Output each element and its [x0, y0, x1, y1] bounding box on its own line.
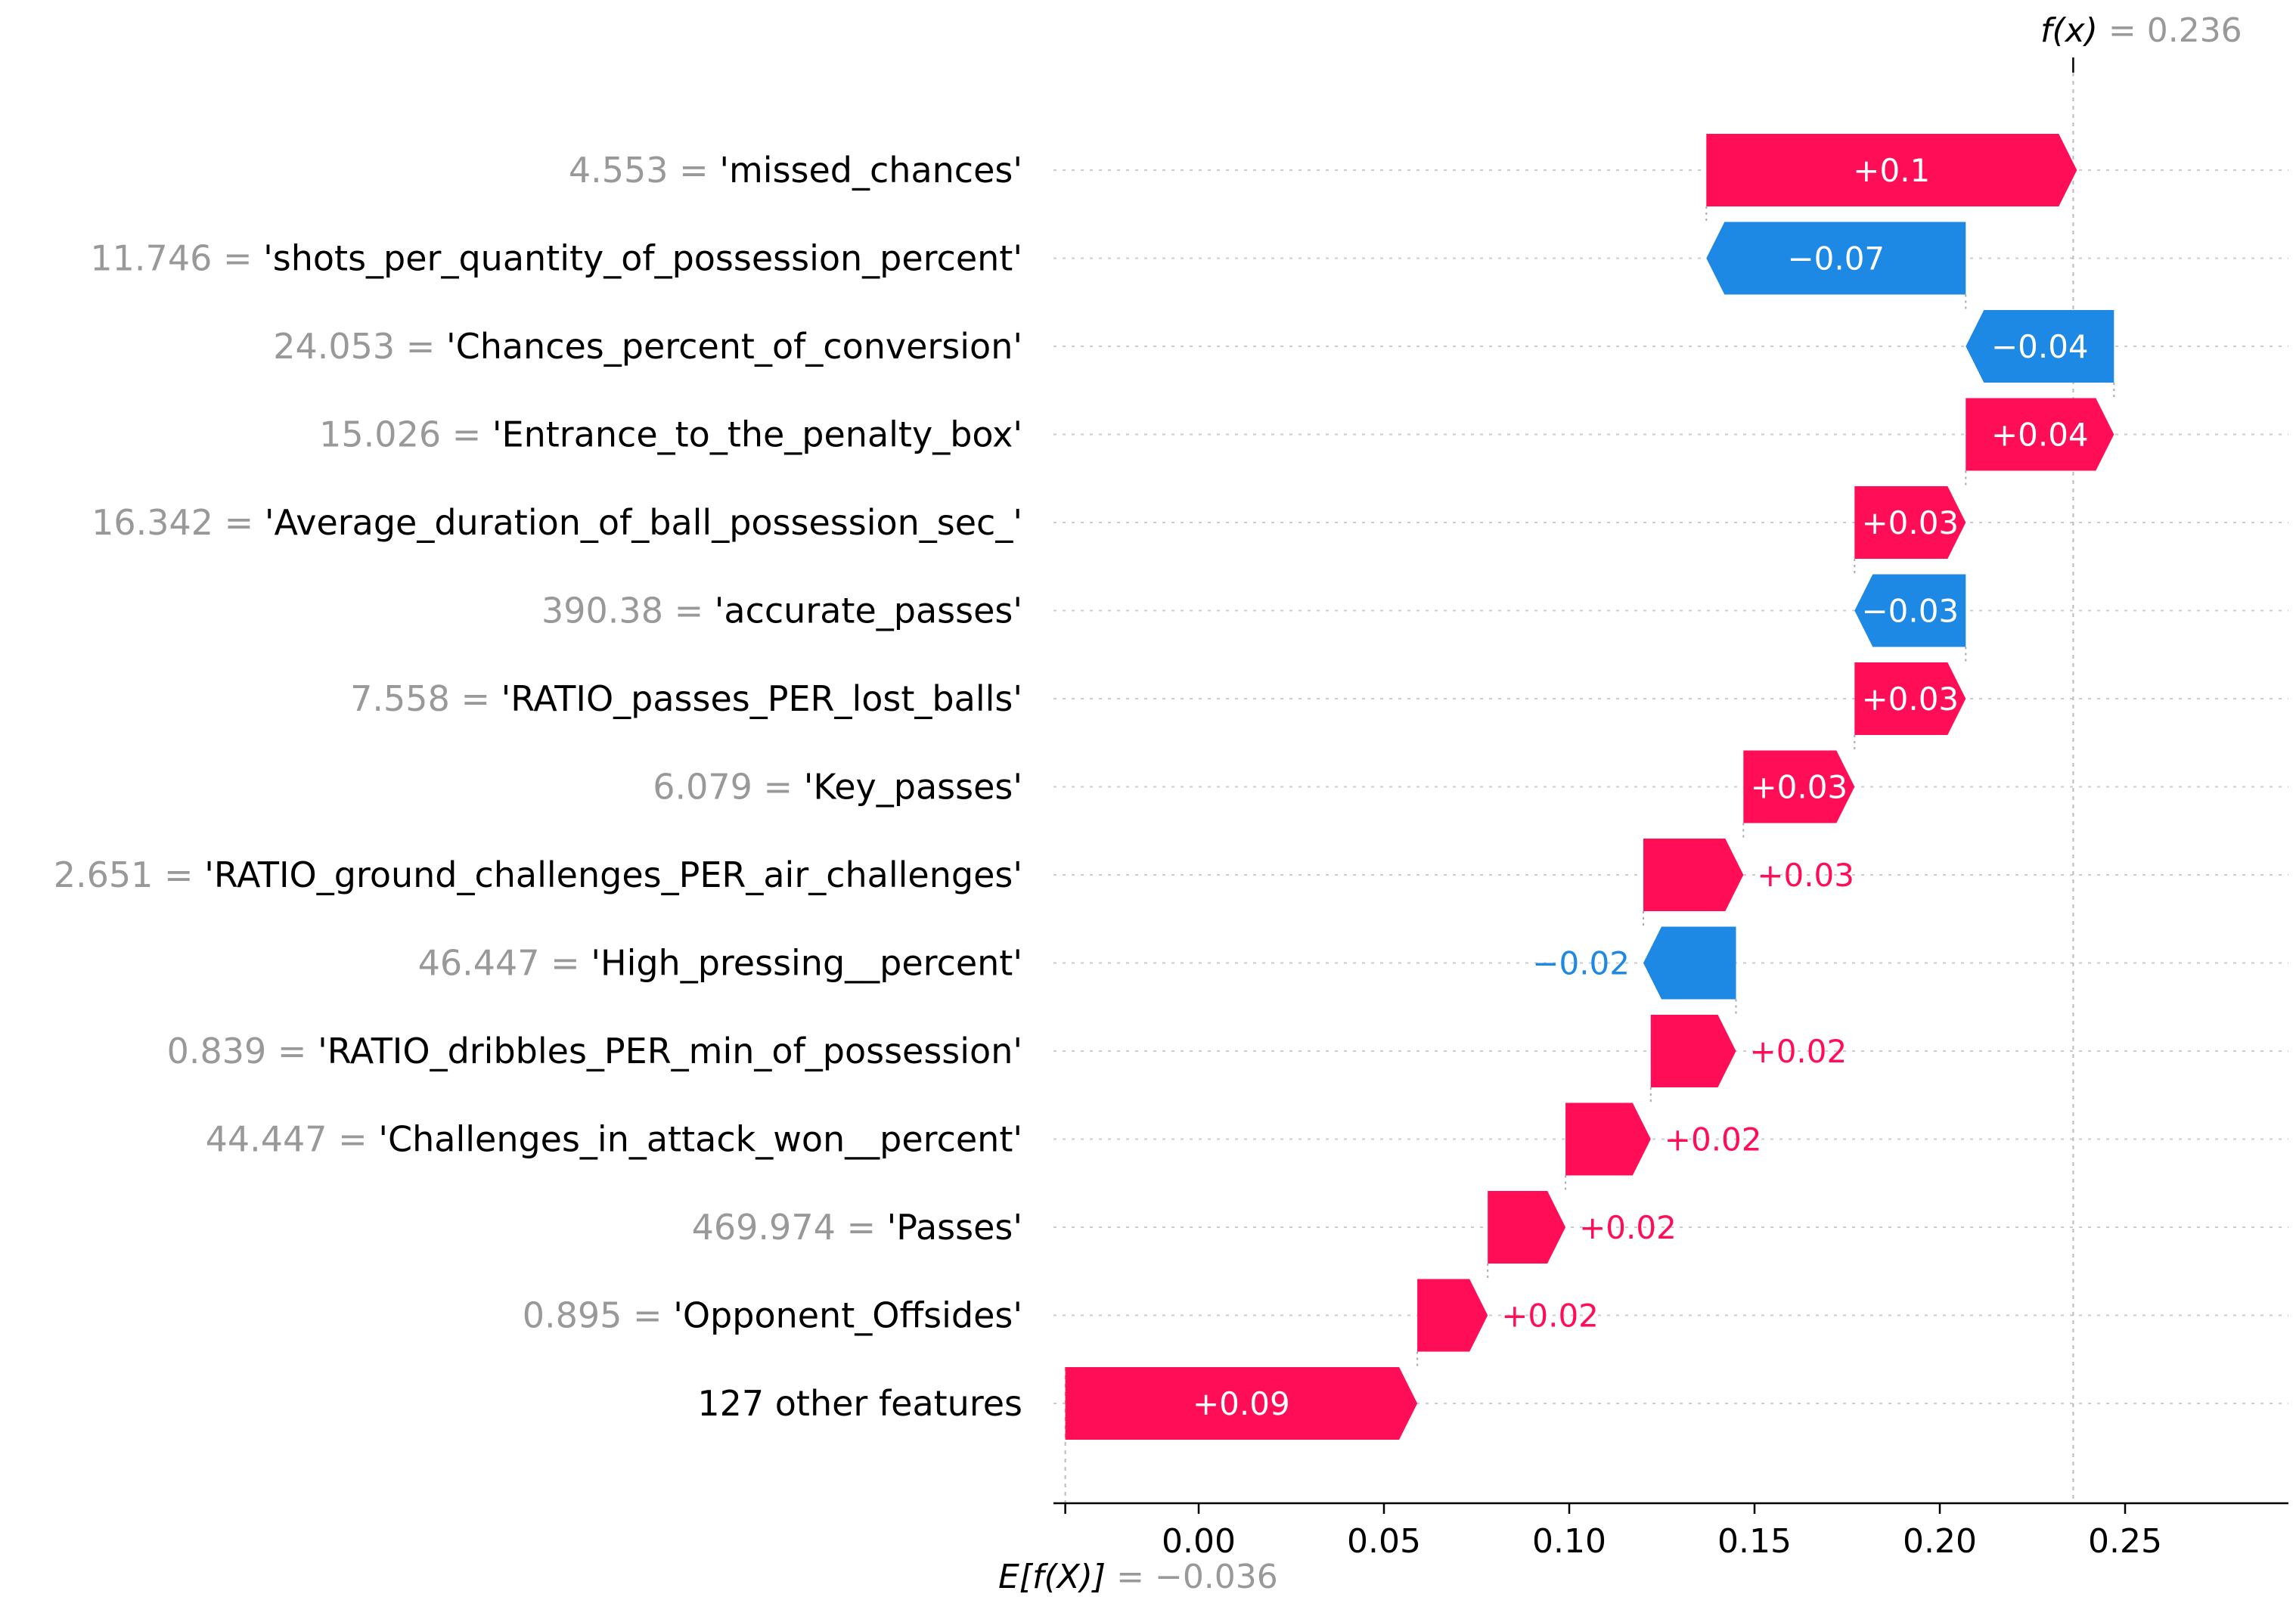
negative-bar — [1854, 574, 1966, 647]
feature-label: 0.839 = 'RATIO_dribbles_PER_min_of_posse… — [167, 1031, 1022, 1071]
feature-label: 2.651 = 'RATIO_ground_challenges_PER_air… — [54, 854, 1022, 895]
x-tick-label: 0.20 — [1903, 1522, 1977, 1561]
positive-bar — [1706, 134, 2077, 206]
positive-bar — [1854, 662, 1966, 735]
feature-label: 44.447 = 'Challenges_in_attack_won__perc… — [206, 1119, 1022, 1160]
bar-value-label: −0.03 — [1861, 593, 1959, 630]
feature-value: 7.558 = — [350, 678, 501, 719]
feature-label: 24.053 = 'Chances_percent_of_conversion' — [273, 326, 1022, 367]
feature-name: 'Key_passes' — [804, 767, 1022, 808]
feature-value: 15.026 = — [319, 414, 492, 455]
feature-name: 'Entrance_to_the_penalty_box' — [492, 414, 1022, 455]
feature-label: 127 other features — [697, 1383, 1022, 1424]
bar-value-label: −0.02 — [1532, 945, 1630, 982]
positive-bar — [1488, 1191, 1566, 1264]
positive-bar — [1966, 398, 2114, 471]
positive-bar — [1417, 1279, 1488, 1352]
negative-bar — [1706, 222, 1966, 295]
base-value-text: = −0.036 — [1116, 1558, 1278, 1596]
annotations: E[f(X)] = −0.036 f(x) = 0.236 — [998, 11, 2242, 1596]
feature-label: 4.553 = 'missed_chances' — [569, 150, 1022, 191]
feature-value: 2.651 = — [54, 854, 204, 895]
bar-value-label: +0.03 — [1861, 681, 1959, 718]
x-tick-label: 0.25 — [2088, 1522, 2162, 1561]
feature-value: 469.974 = — [692, 1207, 887, 1248]
feature-value: 24.053 = — [273, 326, 446, 367]
x-axis: 0.00 0.05 0.10 0.15 0.20 0.25 — [1053, 1502, 2288, 1561]
base-value-symbol: E[f(X)] — [998, 1558, 1116, 1596]
feature-value: 46.447 = — [418, 943, 591, 984]
feature-value: 0.839 = — [167, 1031, 318, 1071]
feature-label: 0.895 = 'Opponent_Offsides' — [523, 1295, 1022, 1336]
bar-value-label: −0.04 — [1991, 328, 2089, 365]
x-tick-label: 0.15 — [1717, 1522, 1792, 1561]
bar-value-label: +0.02 — [1665, 1121, 1762, 1158]
feature-name: 'Average_duration_of_ball_possession_sec… — [265, 502, 1022, 543]
feature-value: 390.38 = — [541, 591, 715, 631]
bars: +0.1 −0.07 −0.04 +0.04 +0.03 −0.03 +0.03 +0.03 +… — [1065, 134, 2114, 1440]
feature-label: 15.026 = 'Entrance_to_the_penalty_box' — [319, 414, 1022, 455]
feature-name: 'Chances_percent_of_conversion' — [446, 326, 1022, 367]
positive-bar — [1854, 486, 1966, 559]
feature-name: 'High_pressing__percent' — [591, 943, 1022, 984]
x-tick-label: 0.10 — [1532, 1522, 1606, 1561]
bar-value-label: +0.03 — [1757, 857, 1854, 894]
feature-label: 11.746 = 'shots_per_quantity_of_possessi… — [90, 238, 1022, 279]
x-tick-label: 0.05 — [1347, 1522, 1421, 1561]
feature-name: 'Challenges_in_attack_won__percent' — [378, 1119, 1022, 1160]
feature-label: 16.342 = 'Average_duration_of_ball_posse… — [92, 502, 1022, 543]
feature-value: 6.079 = — [653, 767, 803, 808]
positive-bar — [1650, 1015, 1736, 1087]
output-value-annotation: f(x) = 0.236 — [2040, 11, 2242, 50]
feature-value: 4.553 = — [569, 150, 719, 191]
base-value-annotation: E[f(X)] = −0.036 — [998, 1558, 1278, 1596]
negative-bar — [1966, 310, 2114, 383]
bar-value-label: +0.09 — [1193, 1385, 1290, 1422]
bar-value-label: +0.03 — [1750, 769, 1848, 806]
feature-value: 16.342 = — [92, 502, 265, 543]
bar-value-label: +0.04 — [1991, 417, 2089, 454]
positive-bar — [1065, 1367, 1418, 1440]
positive-bar — [1743, 750, 1855, 823]
feature-name: 'shots_per_quantity_of_possession_percen… — [263, 238, 1022, 279]
feature-value: 44.447 = — [206, 1119, 379, 1160]
x-tick-label: 0.00 — [1162, 1522, 1236, 1561]
feature-name: 'Passes' — [887, 1207, 1022, 1248]
feature-label: 469.974 = 'Passes' — [692, 1207, 1022, 1248]
feature-value: 11.746 = — [90, 238, 263, 279]
positive-bar — [1643, 839, 1744, 911]
feature-name: 'missed_chances' — [719, 150, 1022, 191]
feature-label: 390.38 = 'accurate_passes' — [541, 591, 1022, 631]
bar-value-label: +0.02 — [1750, 1033, 1848, 1070]
positive-bar — [1565, 1102, 1651, 1176]
feature-name: 'RATIO_dribbles_PER_min_of_possession' — [318, 1031, 1022, 1071]
output-value-symbol: f(x) — [2040, 11, 2108, 50]
feature-name: 'RATIO_passes_PER_lost_balls' — [501, 678, 1022, 719]
feature-name: 'accurate_passes' — [715, 591, 1022, 631]
output-value-text: = 0.236 — [2108, 11, 2242, 50]
bar-value-label: +0.1 — [1853, 152, 1930, 189]
feature-labels: 4.553 = 'missed_chances' 11.746 = 'shots_… — [54, 150, 1022, 1424]
feature-name: 127 other features — [697, 1383, 1022, 1424]
bar-value-label: −0.07 — [1787, 240, 1885, 278]
bar-value-label: +0.02 — [1579, 1209, 1677, 1246]
feature-value: 0.895 = — [523, 1295, 673, 1336]
feature-name: 'RATIO_ground_challenges_PER_air_challen… — [204, 854, 1022, 895]
negative-bar — [1643, 926, 1736, 1000]
feature-label: 7.558 = 'RATIO_passes_PER_lost_balls' — [350, 678, 1022, 719]
feature-label: 46.447 = 'High_pressing__percent' — [418, 943, 1022, 984]
feature-name: 'Opponent_Offsides' — [673, 1295, 1022, 1336]
bar-value-label: +0.02 — [1501, 1298, 1599, 1335]
feature-label: 6.079 = 'Key_passes' — [653, 767, 1022, 808]
bar-value-label: +0.03 — [1861, 504, 1959, 541]
